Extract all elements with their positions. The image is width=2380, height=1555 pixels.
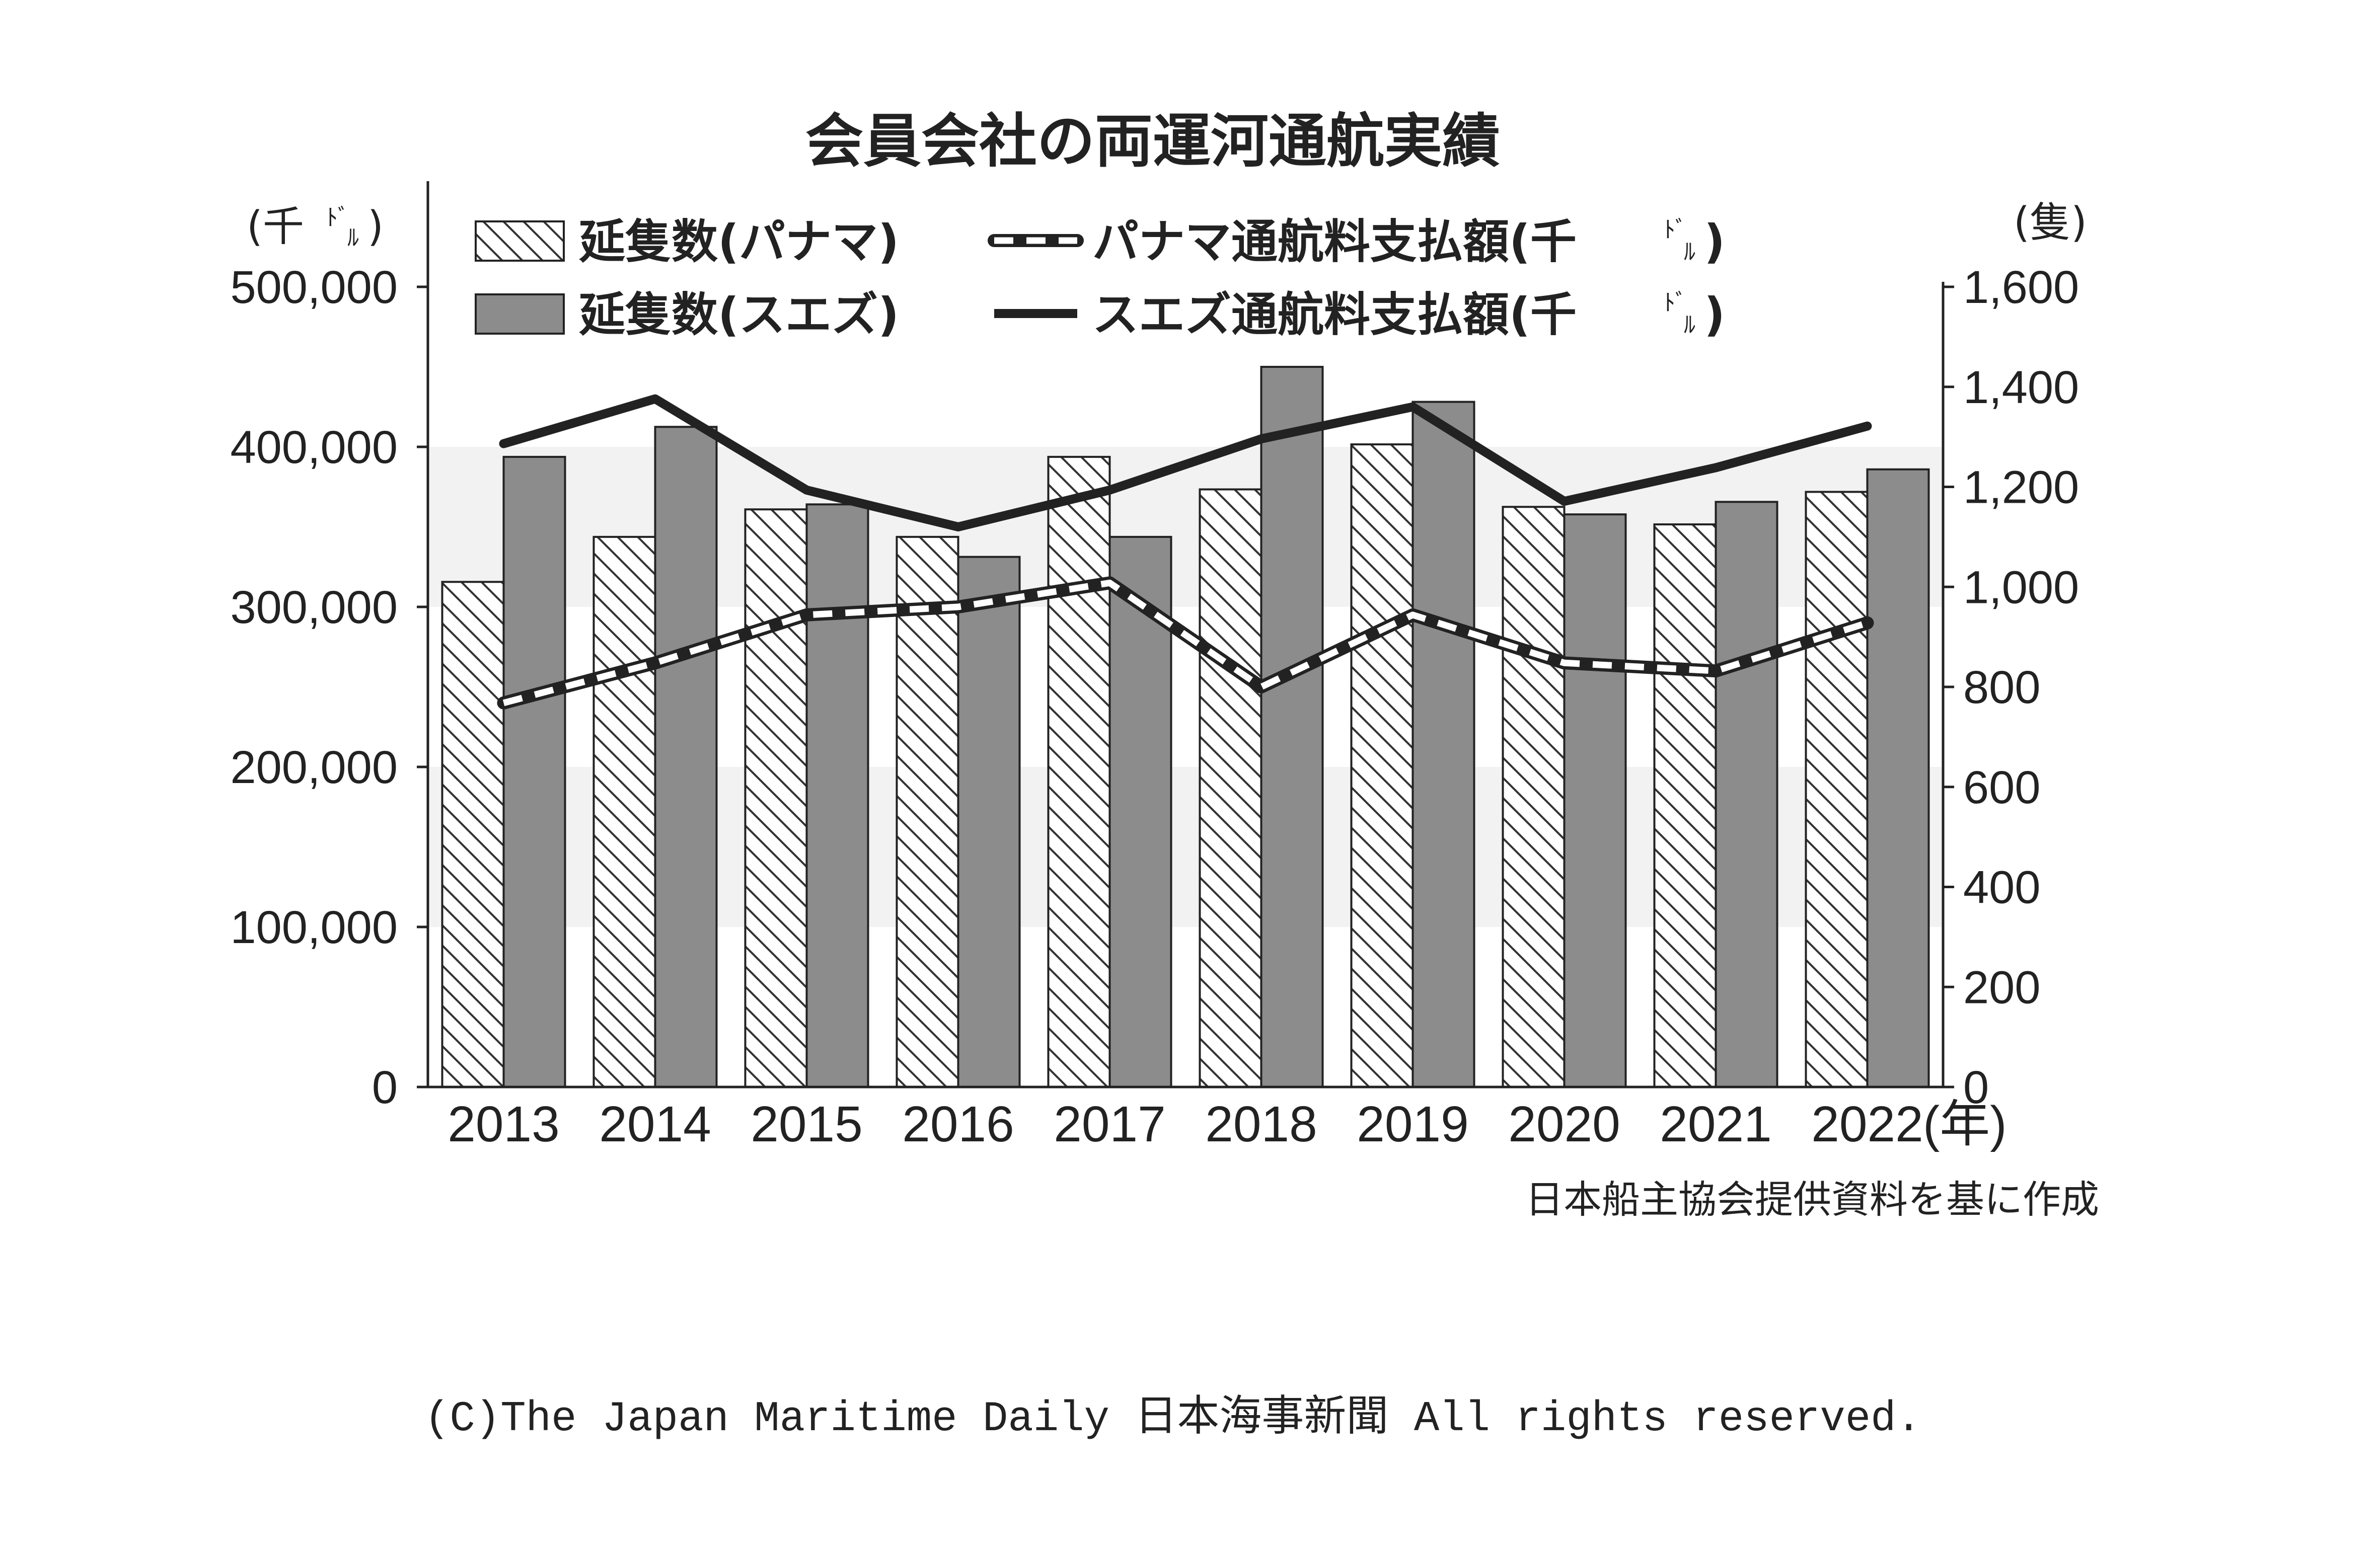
legend-box (443, 191, 1752, 357)
bar-suez-2018 (1260, 366, 1324, 1088)
left-axis-unit: (千 ﾄﾞ ﾙ ) (247, 203, 384, 251)
right-tick-label: 400 (1963, 862, 2041, 913)
bar-suez-2017 (1108, 535, 1172, 1088)
line-suez-fee (499, 394, 1872, 531)
bar-suez-2013 (502, 455, 566, 1088)
legend: 延隻数(パナマ) パナマ通航料支払額(千 ﾄﾞﾙ)延隻数(スエズ) スエズ通航料支払額… (443, 191, 1752, 357)
left-unit-sub: ﾙ (347, 224, 359, 251)
legend-label: パナマ通航料支払額(千 (1092, 215, 1577, 269)
chart-title: 会員会社の両運河通航実績 (805, 108, 1500, 175)
right-axis-unit: (隻) (2014, 199, 2087, 247)
right-tick-label: 600 (1963, 762, 2041, 813)
legend-label-sub: ﾙ (1684, 238, 1695, 265)
bar-suez-2020 (1563, 513, 1627, 1088)
bar-panama-2016 (896, 535, 959, 1088)
left-unit-main: (千 (247, 203, 304, 251)
right-tick-label: 1,000 (1963, 562, 2079, 613)
legend-label-close: ) (1704, 215, 1725, 269)
x-tick-label: 2017 (1054, 1096, 1165, 1152)
left-unit-close: ) (367, 203, 384, 251)
bar-suez-2016 (957, 556, 1021, 1088)
legend-label-sup: ﾄﾞ (1664, 289, 1687, 316)
line-panama-fee (502, 579, 1869, 707)
x-tick-label: 2020 (1508, 1096, 1620, 1152)
right-tick-label: 0 (1963, 1062, 1989, 1113)
left-tick-label: 500,000 (230, 262, 398, 313)
x-tick-label: 2016 (902, 1096, 1014, 1152)
bar-panama-2018 (1199, 488, 1262, 1088)
bar-panama-2014 (592, 535, 656, 1088)
x-axis-unit: (年) (1923, 1096, 2007, 1152)
left-tick-label: 400,000 (230, 422, 398, 473)
line-group (497, 394, 1874, 710)
right-tick-label: 1,400 (1963, 362, 2079, 413)
x-tick-label: 2019 (1357, 1096, 1468, 1152)
x-tick-label: 2022 (1811, 1096, 1923, 1152)
right-tick-label: 200 (1963, 962, 2041, 1013)
copyright-notice: (C)The Japan Maritime Daily 日本海事新聞 All r… (424, 1394, 1921, 1443)
bar-suez-2019 (1411, 401, 1475, 1088)
bar-suez-2015 (805, 503, 869, 1088)
bar-panama-2021 (1653, 523, 1717, 1088)
bar-panama-2017 (1047, 455, 1111, 1088)
right-tick-label: 1,600 (1963, 262, 2079, 313)
bar-panama-2013 (441, 581, 505, 1088)
bar-panama-2022 (1805, 491, 1869, 1088)
legend-swatch-solid-bar (475, 293, 565, 335)
source-note: 日本船主協会提供資料を基に作成 (1525, 1177, 2099, 1222)
right-tick-label: 800 (1963, 662, 2041, 713)
bar-panama-2019 (1350, 443, 1414, 1088)
left-tick-label: 0 (372, 1062, 398, 1113)
legend-label: 延隻数(スエズ) (579, 288, 899, 342)
x-tick-label: 2018 (1205, 1096, 1317, 1152)
legend-label-sup: ﾄﾞ (1664, 216, 1687, 243)
bar-panama-2020 (1502, 506, 1566, 1088)
x-tick-label: 2013 (448, 1096, 559, 1152)
legend-label-sub: ﾙ (1684, 311, 1695, 338)
bar-panama-2015 (744, 508, 808, 1088)
legend-label: 延隻数(パナマ) (579, 215, 899, 269)
legend-label: スエズ通航料支払額(千 (1092, 288, 1577, 342)
bar-suez-2021 (1715, 501, 1778, 1088)
left-tick-label: 100,000 (230, 902, 398, 953)
legend-swatch-hatched-bar (475, 220, 565, 262)
left-tick-label: 300,000 (230, 582, 398, 633)
bar-suez-2022 (1866, 468, 1930, 1088)
bar-group (441, 366, 1930, 1088)
bar-suez-2014 (654, 426, 718, 1088)
x-tick-label: 2015 (751, 1096, 862, 1152)
left-unit-sup: ﾄﾞ (326, 204, 349, 231)
axes: 0 100,000 200,000 300,000 400,000 500,000 0 200… (230, 181, 2079, 1152)
x-tick-label: 2014 (599, 1096, 711, 1152)
right-tick-label: 1,200 (1963, 462, 2079, 513)
legend-label-close: ) (1704, 288, 1725, 342)
x-tick-label: 2021 (1660, 1096, 1771, 1152)
left-tick-label: 200,000 (230, 742, 398, 793)
